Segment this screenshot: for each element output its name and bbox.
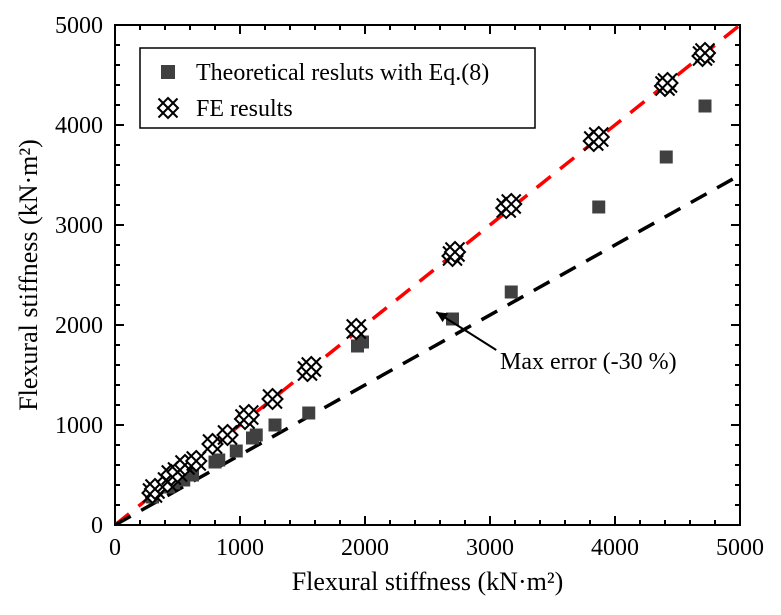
y-tick-label: 3000 [55, 213, 103, 239]
y-tick-label: 5000 [55, 13, 103, 39]
y-tick-label: 0 [91, 513, 103, 539]
theoretical-point [250, 429, 262, 441]
y-tick-label: 1000 [55, 413, 103, 439]
fe-point [186, 451, 206, 471]
fe-point [239, 405, 259, 425]
fe-point [263, 389, 283, 409]
fe-point [501, 194, 521, 214]
fe-point [695, 43, 715, 63]
annotation-text: Max error (-30 %) [500, 349, 677, 375]
legend-marker-square [162, 66, 175, 79]
fe-point [301, 357, 321, 377]
theoretical-point [303, 407, 315, 419]
legend-label: Theoretical resluts with Eq.(8) [196, 60, 489, 86]
x-tick-label: 5000 [716, 535, 764, 561]
fe-point [589, 127, 609, 147]
fe-point [658, 73, 678, 93]
theoretical-point [230, 445, 242, 457]
x-tick-label: 2000 [341, 535, 389, 561]
y-tick-label: 2000 [55, 313, 103, 339]
theoretical-point [213, 454, 225, 466]
legend-marker-xdiamond [158, 98, 178, 118]
x-tick-label: 0 [109, 535, 121, 561]
theoretical-point [660, 151, 672, 163]
fe-point [346, 319, 366, 339]
fe-point [445, 242, 465, 262]
theoretical-point [269, 419, 281, 431]
y-tick-label: 4000 [55, 113, 103, 139]
legend-label: FE results [196, 96, 293, 122]
theoretical-point [505, 286, 517, 298]
chart-container: 0 1000 2000 3000 4000 5000 0 1000 2000 3000 4000 50… [0, 0, 781, 615]
theoretical-point [699, 100, 711, 112]
fe-point [218, 425, 238, 445]
y-axis-label: Flexural stiffness (kN·m²) [14, 139, 43, 411]
x-axis-label: Flexural stiffness (kN·m²) [292, 567, 564, 596]
x-tick-label: 4000 [591, 535, 639, 561]
x-tick-label: 1000 [216, 535, 264, 561]
scatter-chart: 0 1000 2000 3000 4000 5000 0 1000 2000 3000 4000 50… [0, 0, 781, 615]
theoretical-point [593, 201, 605, 213]
x-tick-label: 3000 [466, 535, 514, 561]
